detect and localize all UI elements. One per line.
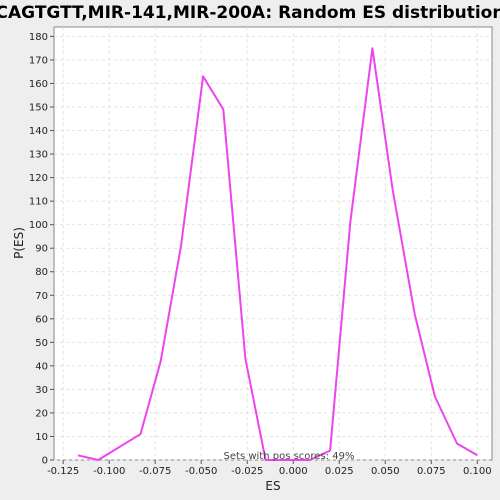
y-tick-label: 50 (35, 338, 48, 349)
y-tick-label: 10 (35, 432, 48, 443)
plot-area (53, 26, 493, 461)
annotation-pos-scores: Sets with pos scores: 49% (224, 451, 355, 462)
y-tick-label: 140 (29, 126, 48, 137)
y-tick-label: 20 (35, 408, 48, 419)
x-axis: -0.125 -0.100 -0.075 -0.050 -0.025 0.000 0.025… (47, 460, 492, 477)
x-tick-label: 0.050 (371, 466, 400, 477)
x-tick-label: -0.100 (93, 466, 125, 477)
y-axis: 0 10 20 30 40 50 60 70 80 90 100 110 120 130 140 150 160… (29, 32, 54, 467)
x-tick-label: 0.025 (325, 466, 354, 477)
grid-lines (54, 27, 492, 461)
y-tick-label: 90 (35, 244, 48, 255)
chart-title: CAGTGTT,MIR-141,MIR-200A: Random ES dist… (0, 3, 500, 23)
series-group (77, 47, 478, 461)
x-tick-label: 0.000 (279, 466, 308, 477)
y-tick-label: 40 (35, 361, 48, 372)
x-tick-label: -0.075 (139, 466, 171, 477)
series-line (77, 47, 478, 461)
y-tick-label: 80 (35, 267, 48, 278)
y-tick-label: 180 (29, 32, 48, 43)
y-tick-label: 120 (29, 173, 48, 184)
x-tick-label: -0.125 (47, 466, 79, 477)
y-tick-label: 60 (35, 314, 48, 325)
y-tick-label: 70 (35, 291, 48, 302)
x-tick-label: -0.050 (185, 466, 217, 477)
y-tick-label: 30 (35, 385, 48, 396)
x-axis-title: ES (265, 479, 280, 493)
y-tick-label: 160 (29, 79, 48, 90)
x-tick-label: 0.075 (417, 466, 446, 477)
y-tick-label: 100 (29, 220, 48, 231)
x-tick-label: -0.025 (231, 466, 263, 477)
y-tick-label: 130 (29, 150, 48, 161)
x-tick-label: 0.100 (463, 466, 492, 477)
y-tick-label: 110 (29, 197, 48, 208)
y-tick-label: 0 (42, 456, 48, 467)
y-tick-label: 150 (29, 103, 48, 114)
y-axis-title: P(ES) (12, 227, 26, 259)
y-tick-label: 170 (29, 55, 48, 66)
